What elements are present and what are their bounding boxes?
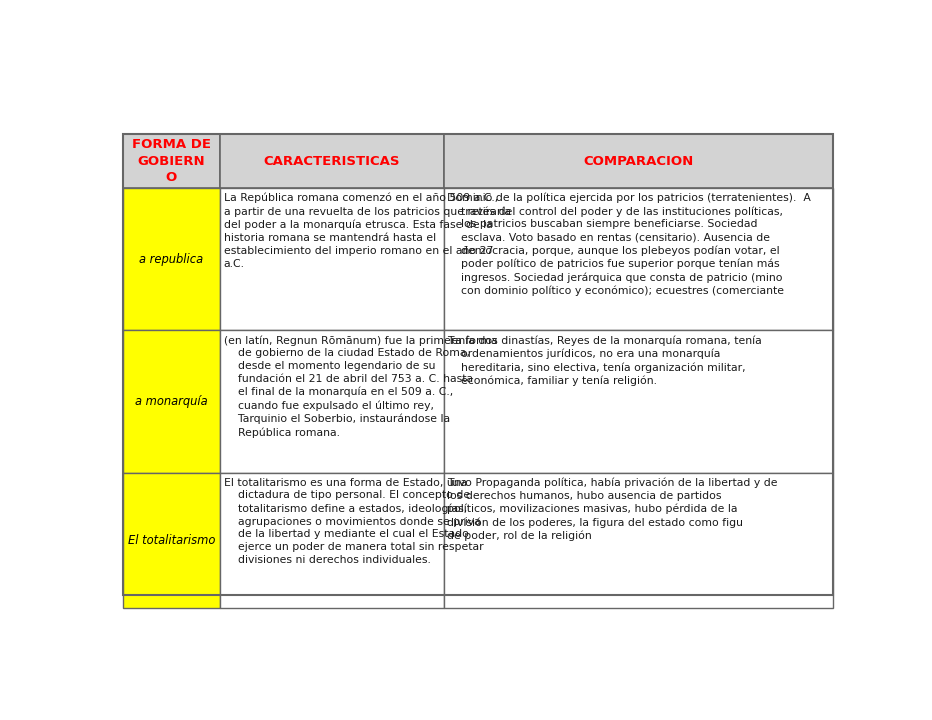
Text: El totalitarismo: El totalitarismo bbox=[128, 534, 215, 546]
Bar bbox=[123, 473, 220, 608]
Bar bbox=[444, 473, 832, 608]
Text: COMPARACION: COMPARACION bbox=[582, 155, 693, 168]
Text: FORMA DE
GOBIERN
O: FORMA DE GOBIERN O bbox=[131, 138, 211, 184]
Text: Dominio de la política ejercida por los patricios (terratenientes).  A
    travé: Dominio de la política ejercida por los … bbox=[447, 193, 812, 296]
Bar bbox=[123, 134, 832, 595]
Bar bbox=[444, 330, 832, 473]
Bar bbox=[220, 188, 444, 330]
Text: a republica: a republica bbox=[139, 253, 203, 266]
Bar bbox=[123, 330, 220, 473]
Bar bbox=[444, 188, 832, 330]
Bar bbox=[444, 134, 832, 188]
Bar bbox=[220, 473, 444, 608]
Bar bbox=[123, 188, 220, 330]
Text: Tenía dos dinastías, Reyes de la monarquía romana, tenía
    ordenamientos juríd: Tenía dos dinastías, Reyes de la monarqu… bbox=[447, 335, 762, 386]
Bar bbox=[123, 134, 220, 188]
Text: a monarquía: a monarquía bbox=[135, 395, 208, 408]
Text: CARACTERISTICAS: CARACTERISTICAS bbox=[264, 155, 400, 168]
Text: La República romana comenzó en el año 509 a.C.,
a partir de una revuelta de los : La República romana comenzó en el año 50… bbox=[224, 193, 511, 269]
Bar bbox=[220, 134, 444, 188]
Text: El totalitarismo es una forma de Estado, una
    dictadura de tipo personal. El : El totalitarismo es una forma de Estado,… bbox=[224, 477, 484, 565]
Text: Tuvo Propaganda política, había privación de la libertad y de
los derechos human: Tuvo Propaganda política, había privació… bbox=[447, 477, 778, 541]
Bar bbox=[220, 330, 444, 473]
Text: (en latín, Regnun Rōmānum) fue la primera forma
    de gobierno de la ciudad Est: (en latín, Regnun Rōmānum) fue la primer… bbox=[224, 335, 498, 438]
